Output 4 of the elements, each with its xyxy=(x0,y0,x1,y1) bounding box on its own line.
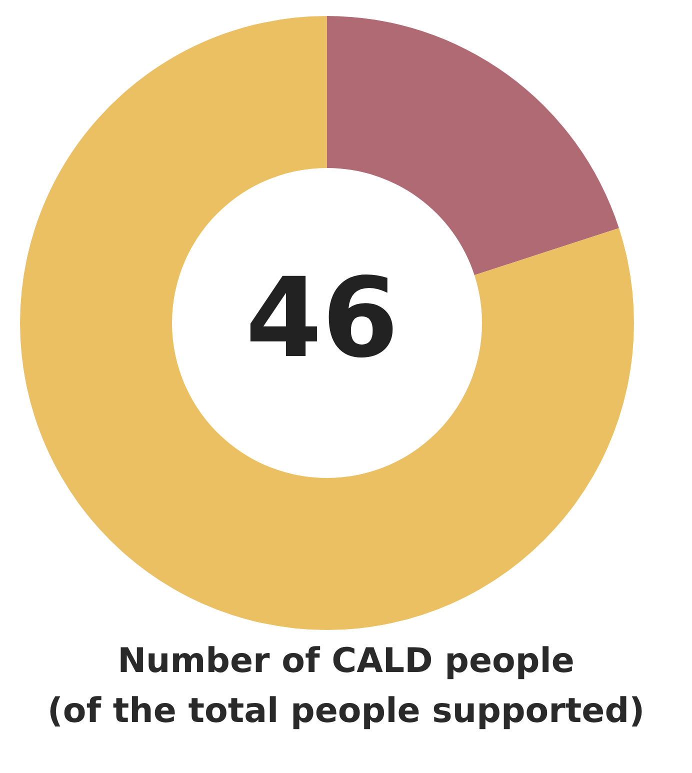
text: 46 xyxy=(244,253,400,384)
donut-slice xyxy=(327,16,619,276)
donut-slice xyxy=(20,16,634,630)
text: Number of CALD people (of the total people supported) xyxy=(46,640,646,733)
